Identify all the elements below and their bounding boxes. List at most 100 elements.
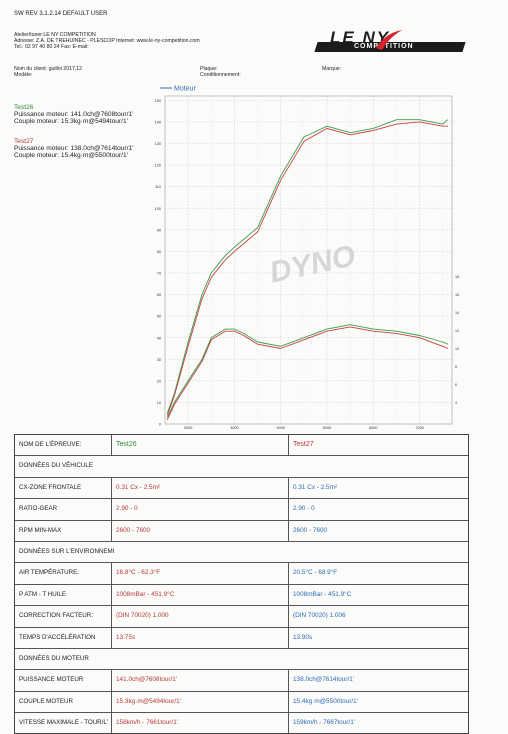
y-tick-label: 30: [157, 358, 161, 362]
table-section-row: DONNÉES DU MOTEUR: [15, 647, 468, 669]
model-label: Modèle:: [14, 72, 33, 78]
series-line-test26-0: [166, 119, 448, 414]
chart-series: [166, 119, 449, 420]
logo-text: LE NY: [330, 28, 391, 47]
chart-grid: [164, 95, 453, 425]
le-ny-competition-logo: LE NY COMPETITION: [314, 28, 466, 56]
address-line: Adresse: Z.A. DE TREHUINEC - PLESCOP Int…: [14, 38, 200, 44]
test2-value: 0.31 Cx - 2.5m²: [293, 483, 338, 491]
table-row: COUPLE MOTEUR 15.3kg·m@5494tour/1' 15.4kg·…: [15, 690, 468, 713]
chart-ticks: 0 10 20 30 40 50 60 70 80 90 100 110 120 130 140 150 200…: [155, 99, 459, 430]
right-tick-label: 12: [455, 329, 459, 333]
y-tick-label: 10: [157, 401, 161, 405]
y-tick-label: 90: [157, 228, 161, 232]
row-label: DONNÉES SUR L'ENVIRONNEMI: [19, 547, 115, 555]
test1-value: 13.75s: [112, 627, 289, 648]
conditioning-label: Conditionnement:: [200, 72, 241, 78]
test2-value: 138.0ch@7614tour/1': [293, 676, 355, 684]
right-tick-label: 16: [455, 293, 459, 297]
y-tick-label: 0: [159, 423, 161, 427]
software-version: SW REV 3.1.2.14 DEFAULT USER: [14, 11, 108, 17]
table-row: VITESSE MAXIMALE - TOUR/L' 158km/h - 7661…: [15, 712, 468, 734]
series-line-test27-3: [166, 326, 449, 420]
y-tick-label: 20: [157, 379, 161, 383]
y-tick-label: 140: [155, 120, 161, 124]
test2-name: Test27: [14, 138, 34, 145]
test2-value: 2.90 - 0: [293, 505, 315, 513]
row-label: DONNÉES DU VÉHICULE: [19, 462, 93, 470]
y-tick-label: 50: [157, 315, 161, 319]
table-row: RATIO-GEAR 2.90 - 0 2.90 - 0: [15, 498, 468, 520]
row-label: P ATM - T HUILE: [15, 584, 112, 606]
test1-value: 2.90 - 0: [112, 499, 289, 520]
test1-value: 141.0ch@7608tour/1': [112, 670, 289, 691]
row-label: AIR TEMPÉRATURE:: [15, 563, 112, 584]
company-line: Atelier/tuner:LE NY COMPETITION: [14, 32, 96, 38]
right-tick-label: 8: [455, 365, 457, 369]
y-tick-label: 60: [157, 293, 161, 297]
y-tick-label: 70: [157, 272, 161, 276]
table-row: RPM MIN-MAX 2600 - 7600 2600 - 7600: [15, 519, 468, 541]
table-row: CORRECTION FACTEUR: (DIN 70020) 1.000 (DIN…: [15, 605, 468, 627]
test2-value: 20.5°C - 68.9°F: [293, 569, 338, 577]
right-tick-label: 10: [455, 347, 459, 351]
test2-torque: Couple moteur: 15.4kg·m@5500tour/1': [14, 152, 128, 159]
y-tick-label: 110: [155, 185, 161, 189]
y-tick-label: 120: [155, 164, 161, 168]
plate-label: Plaque:: [200, 66, 218, 72]
test1-value: 15.3kg·m@5494tour/1': [112, 691, 289, 713]
table-row: CX-ZONE FRONTALE 0.31 Cx - 2.5m² 0.31 Cx -…: [15, 476, 468, 499]
test2-value: 1008mBar - 451.9°C: [293, 590, 352, 598]
y-tick-label: 150: [155, 99, 161, 103]
table-row: P ATM - T HUILE 1008mBar - 451.9°C 1008mBa…: [15, 583, 468, 606]
row-label: PUISSANCE MOTEUR: [15, 670, 112, 691]
row-label: RATIO-GEAR: [15, 499, 112, 520]
test1-value: 16.8°C - 62.3°F: [112, 563, 289, 584]
table-section-row: DONNÉES DU VÉHICULE: [15, 455, 468, 476]
x-tick-label: 7000: [415, 426, 423, 430]
table-row: TEMPS D'ACCÉLÉRATION 13.75s 13.90s: [15, 626, 468, 648]
right-tick-label: 4: [455, 401, 457, 405]
table-section-row: DONNÉES SUR L'ENVIRONNEMI: [15, 540, 468, 562]
x-tick-label: 5000: [323, 426, 331, 430]
test2-column-header: Test27: [293, 441, 314, 448]
test1-name: Test26: [14, 104, 34, 111]
test1-value: 0.31 Cx - 2.5m²: [112, 477, 289, 499]
client-label: Nom du client: guilloi 2017,12: [14, 66, 83, 72]
series-line-test27-1: [166, 121, 448, 416]
right-tick-label: 14: [455, 311, 459, 315]
test2-value: 13.90s: [293, 633, 313, 641]
dyno-watermark: DYNO: [267, 239, 359, 289]
phone-line: Tel.: 02 97 40 80 24 Fax: E-mail:: [14, 44, 89, 50]
test1-column-header: Test26: [112, 435, 289, 456]
row-label: COUPLE MOTEUR: [15, 691, 112, 713]
right-tick-label: 18: [455, 275, 459, 279]
test2-power: Puissance moteur: 138.0ch@7614tour/1': [14, 145, 134, 152]
row-label: RPM MIN-MAX: [15, 520, 112, 541]
test2-value: 15.4kg·m@5500tour/1': [293, 697, 358, 705]
y-tick-label: 40: [157, 336, 161, 340]
y-tick-label: 130: [155, 142, 161, 146]
test2-value: 2600 - 7600: [293, 526, 328, 534]
x-tick-label: 2000: [184, 426, 192, 430]
x-tick-label: 6000: [369, 426, 377, 430]
test1-value: 1008mBar - 451.9°C: [112, 584, 289, 606]
right-tick-label: 6: [455, 383, 457, 387]
row-label: DONNÉES DU MOTEUR: [19, 654, 89, 662]
row-label: CORRECTION FACTEUR:: [15, 606, 112, 627]
table-row: AIR TEMPÉRATURE: 16.8°C - 62.3°F 20.5°C - …: [15, 562, 468, 584]
x-tick-label: 4000: [276, 426, 284, 430]
test2-value: 159km/h - 7667tour/1': [293, 719, 355, 727]
y-tick-label: 100: [155, 207, 161, 211]
test1-torque: Couple moteur: 15.3kg·m@5494tour/1': [14, 118, 128, 125]
dyno-chart: 0 10 20 30 40 50 60 70 80 90 100 110 120 130 140 150 200…: [155, 86, 459, 431]
row-label: VITESSE MAXIMALE - TOUR/L': [15, 713, 112, 734]
row-label: TEMPS D'ACCÉLÉRATION: [15, 627, 112, 648]
chart-legend-label: Moteur: [174, 86, 196, 93]
plot-frame: [164, 95, 453, 425]
test1-value: (DIN 70020) 1.000: [112, 606, 289, 627]
y-tick-label: 80: [157, 250, 161, 254]
series-line-test26-2: [166, 324, 448, 418]
test1-value: 2600 - 7600: [112, 520, 289, 541]
row-label: CX-ZONE FRONTALE: [15, 477, 112, 499]
